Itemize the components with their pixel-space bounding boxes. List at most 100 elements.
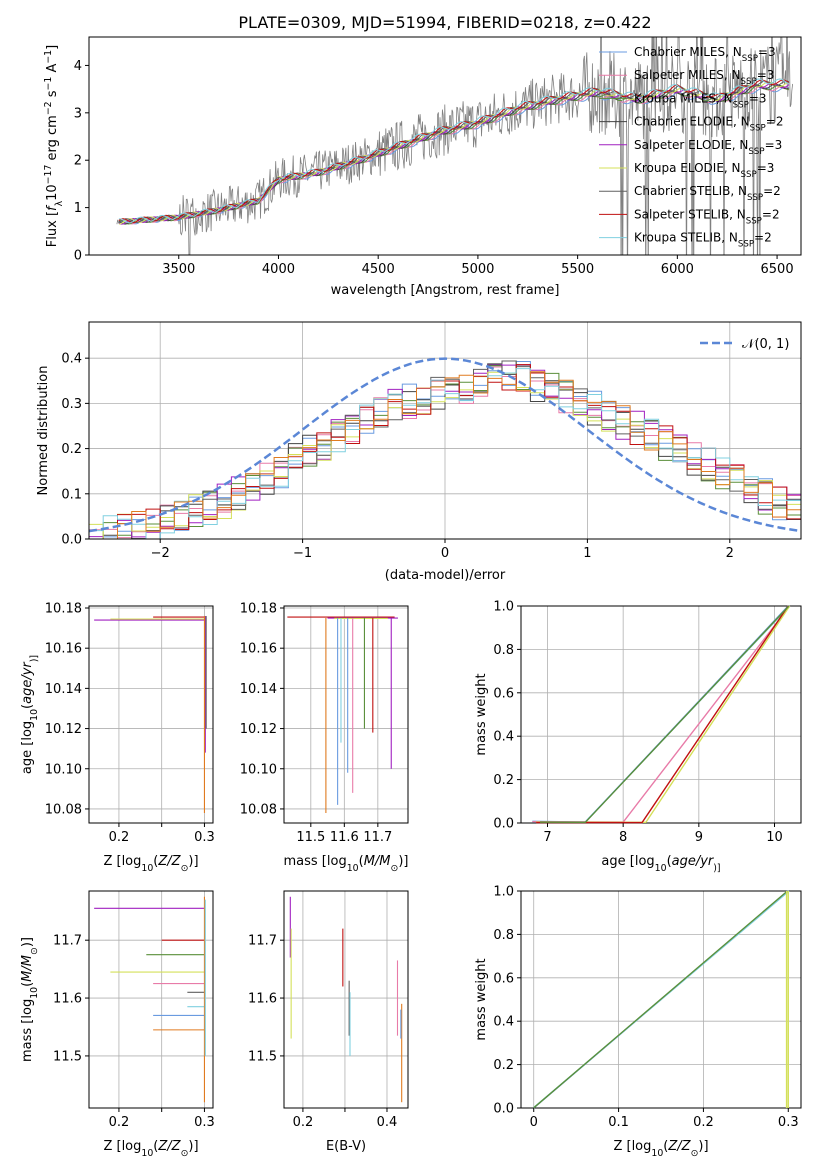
- y-tick-label: 2: [74, 154, 82, 169]
- x-tick-label: 1: [583, 546, 591, 561]
- x-tick-label: 4000: [262, 262, 295, 277]
- x-axis-label: (data-model)/error: [385, 568, 506, 583]
- y-tick-label: 11.6: [53, 992, 82, 1007]
- plot-area: [289, 896, 403, 1103]
- y-tick-label: 10.08: [240, 802, 277, 817]
- x-tick-label: 0: [530, 1115, 538, 1130]
- plot-area: [287, 616, 398, 813]
- y-tick-label: 1: [74, 201, 82, 216]
- y-tick-label: 10.18: [45, 602, 82, 617]
- residual-panel: −2 −1 0 1 2 0.0 0.1 0.2 0.3 0.4 (data-model)/error…: [36, 321, 802, 583]
- x-tick-label: 11.7: [363, 830, 392, 845]
- x-tick-label: 0.3: [778, 1115, 799, 1130]
- legend-entry: Chabrier MILES, NSSP=3: [634, 45, 776, 64]
- axes-frame: [88, 36, 802, 256]
- x-axis-label: Z [log10(Z/Z⊙)]: [103, 854, 198, 874]
- x-tick-label: 11.5: [296, 830, 325, 845]
- x-axis-label: Z [log10(Z/Z⊙)]: [103, 1139, 198, 1159]
- x-tick-label: 0: [441, 546, 449, 561]
- axes-frame: [520, 890, 802, 1109]
- y-tick-label: 0.6: [493, 971, 514, 986]
- cumulative-line: [532, 605, 789, 823]
- plot-area: [94, 896, 206, 1103]
- x-tick-label: 8: [619, 830, 627, 845]
- y-axis-label: age [log10(age/yr)]: [20, 655, 40, 774]
- cumulative-mass-metallicity-panel: 0 0.1 0.2 0.3 0.0 0.2 0.4 0.6 0.8 1.0 Z [log10(Z/Z…: [474, 885, 802, 1159]
- hist-legend: 𝒩(0, 1): [700, 337, 789, 352]
- y-tick-label: 11.5: [53, 1049, 82, 1064]
- y-tick-label: 0.4: [493, 1015, 514, 1030]
- model-spectrum-line: [118, 86, 790, 225]
- y-tick-label: 0.8: [493, 928, 514, 943]
- y-tick-label: 10.16: [45, 642, 82, 657]
- x-tick-label: 0.3: [194, 830, 215, 845]
- histogram-step-line: [89, 371, 801, 539]
- x-axis-label: age [log10(age/yr)]: [601, 854, 720, 874]
- y-tick-label: 0.4: [61, 352, 82, 367]
- x-tick-label: 2: [726, 546, 734, 561]
- legend-entry: Salpeter ELODIE, NSSP=3: [634, 138, 782, 157]
- y-tick-label: 0: [74, 249, 82, 264]
- y-tick-label: 11.7: [248, 934, 277, 949]
- y-axis-label: mass weight: [474, 673, 489, 755]
- y-tick-label: 0.3: [61, 397, 82, 412]
- x-axis-label: Z [log10(Z/Z⊙)]: [613, 1139, 708, 1159]
- x-tick-label: 6500: [761, 262, 794, 277]
- x-tick-label: 7: [543, 830, 551, 845]
- mass-vs-metallicity-panel: 0.2 0.3 11.5 11.6 11.7 Z [log10(Z/Z⊙)] mass [l…: [20, 890, 215, 1159]
- y-tick-label: 0.2: [61, 442, 82, 457]
- x-tick-label: 0.2: [693, 1115, 714, 1130]
- y-tick-label: 11.5: [248, 1049, 277, 1064]
- y-tick-label: 0.1: [61, 487, 82, 502]
- cumulative-mass-age-panel: 7 8 9 10 0.0 0.2 0.4 0.6 0.8 1.0 age [log10(age/yr…: [474, 600, 802, 874]
- y-tick-label: 4: [74, 59, 82, 74]
- axes-frame: [283, 605, 409, 824]
- cumulative-line: [536, 605, 789, 824]
- cumulative-line: [533, 890, 788, 1109]
- y-axis-label: Normed distribution: [36, 366, 51, 496]
- y-tick-label: 0.4: [493, 730, 514, 745]
- x-tick-label: 4500: [362, 262, 395, 277]
- x-axis-label: wavelength [Angstrom, rest frame]: [331, 283, 560, 298]
- y-tick-label: 0.0: [493, 817, 514, 832]
- y-tick-label: 10.16: [240, 642, 277, 657]
- figure-title: PLATE=0309, MJD=51994, FIBERID=0218, z=0…: [238, 13, 651, 32]
- spectrum-plot-area: [116, 37, 793, 255]
- y-axis-label: Flux [fλ10−17 erg cm−2 s−1 A−1]: [43, 45, 65, 247]
- legend-entry: Chabrier STELIB, NSSP=2: [634, 184, 781, 203]
- y-tick-label: 1.0: [493, 600, 514, 615]
- y-axis-label: mass [log10(M/M⊙)]: [20, 937, 40, 1062]
- cumulative-line: [532, 605, 791, 823]
- y-tick-label: 0.2: [493, 1058, 514, 1073]
- gaussian-curve: [89, 357, 801, 533]
- cumulative-line: [532, 605, 791, 823]
- x-tick-label: 5000: [461, 262, 494, 277]
- y-tick-label: 10.18: [240, 602, 277, 617]
- model-spectrum-line: [118, 85, 790, 225]
- spectrum-legend: Chabrier MILES, NSSP=3 Salpeter MILES, NS…: [599, 45, 783, 250]
- y-tick-label: 0.8: [493, 643, 514, 658]
- mass-vs-reddening-panel: 0.2 0.4 11.5 11.6 11.7 E(B-V): [248, 890, 409, 1154]
- axes-frame: [88, 605, 214, 824]
- legend-entry: Kroupa MILES, NSSP=3: [634, 91, 767, 110]
- x-tick-label: 5500: [561, 262, 594, 277]
- y-tick-label: 10.10: [240, 762, 277, 777]
- cumulative-line: [539, 605, 790, 824]
- y-tick-label: 0.6: [493, 686, 514, 701]
- model-spectrum-line: [118, 81, 790, 225]
- x-tick-label: −1: [293, 546, 312, 561]
- x-tick-label: −2: [151, 546, 170, 561]
- y-tick-label: 10.12: [45, 722, 82, 737]
- x-axis-label: mass [log10(M/M⊙)]: [284, 854, 409, 874]
- spectrum-panel: 3500 4000 4500 5000 5500 6000 6500 0 1 2 3 4 wavelen…: [43, 36, 802, 298]
- legend-entry: Chabrier ELODIE, NSSP=2: [634, 115, 783, 134]
- axes-frame: [520, 605, 802, 824]
- legend-entry: Salpeter MILES, NSSP=3: [634, 68, 774, 87]
- histogram-step-line: [89, 371, 801, 539]
- y-tick-label: 0.2: [493, 773, 514, 788]
- x-tick-label: 0.2: [109, 830, 130, 845]
- axes-frame: [88, 890, 214, 1109]
- y-tick-label: 10.10: [45, 762, 82, 777]
- x-tick-label: 3500: [162, 262, 195, 277]
